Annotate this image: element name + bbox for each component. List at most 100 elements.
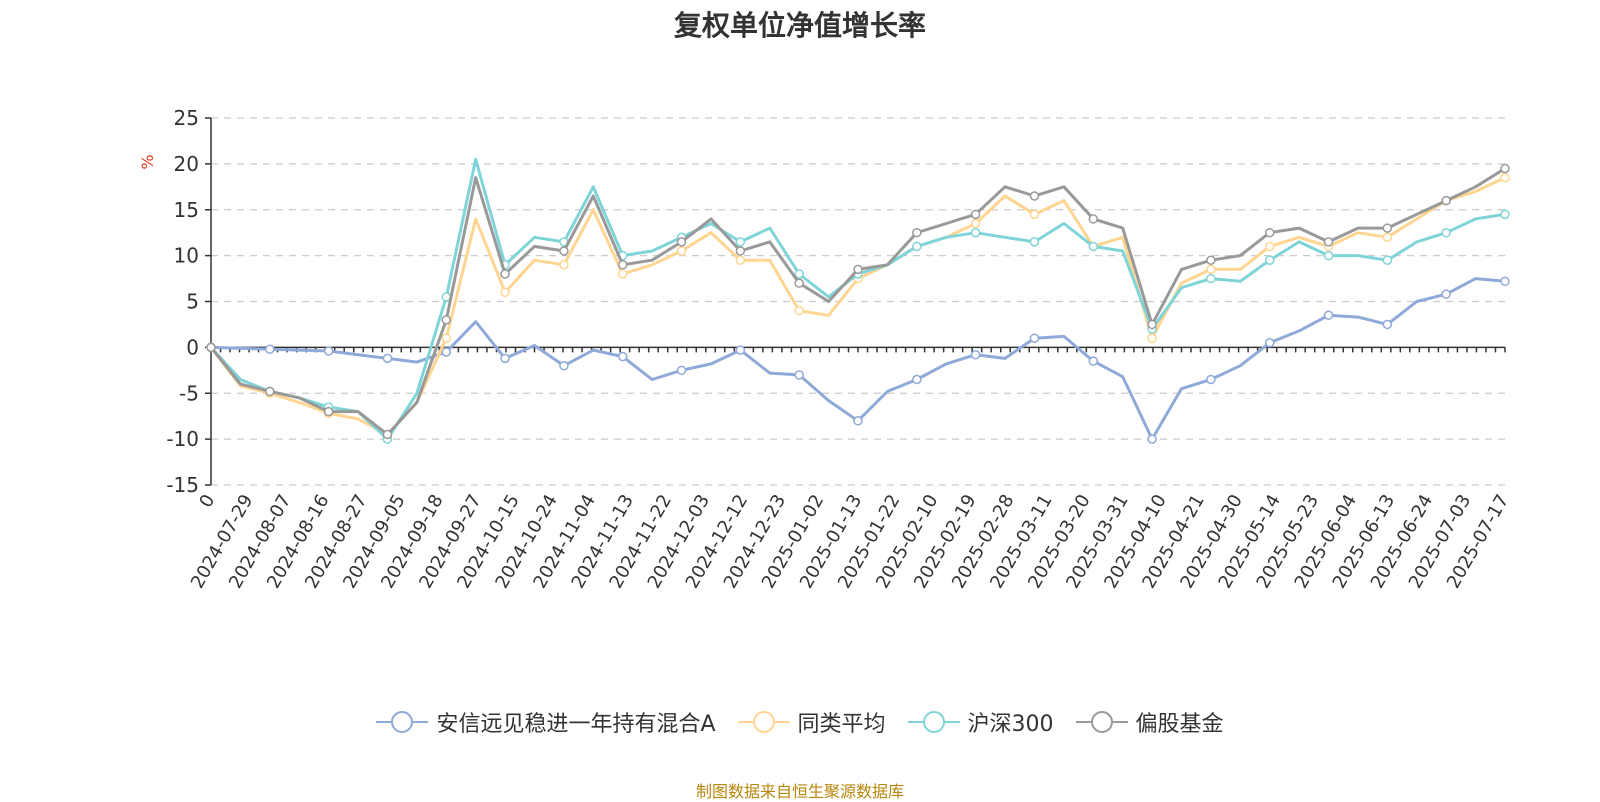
source-note: 制图数据来自恒生聚源数据库	[695, 782, 904, 801]
legend: 安信远见稳进一年持有混合A 同类平均 沪深300 偏股基金	[0, 706, 1600, 738]
series-line-1	[209, 176, 1506, 436]
data-point	[912, 227, 922, 238]
legend-swatch	[737, 711, 790, 733]
y-axis-label: %	[138, 154, 157, 169]
data-point	[735, 345, 746, 355]
data-point	[1382, 223, 1393, 233]
data-point	[559, 360, 569, 371]
series-layer	[206, 157, 1510, 444]
data-point	[1323, 310, 1334, 321]
data-point	[735, 237, 746, 247]
data-point	[441, 347, 452, 357]
data-point	[617, 260, 628, 270]
data-point	[735, 255, 746, 265]
data-point	[1264, 241, 1275, 252]
data-point	[1147, 434, 1157, 444]
data-point	[794, 278, 804, 288]
data-point	[735, 246, 746, 256]
data-point	[676, 246, 687, 256]
data-point	[500, 287, 510, 298]
data-point	[1029, 191, 1040, 201]
grid-layer	[211, 117, 1505, 486]
data-point	[441, 333, 452, 343]
legend-swatch	[1075, 711, 1128, 733]
data-point	[853, 264, 863, 275]
chart-title: 复权单位净值增长率	[673, 9, 926, 42]
data-point	[382, 353, 393, 364]
data-point	[1147, 319, 1157, 330]
data-point	[794, 305, 804, 316]
y-tick-label: 20	[174, 152, 199, 176]
legend-label: 同类平均	[797, 712, 886, 737]
legend-item-3[interactable]: 偏股基金	[1075, 706, 1224, 738]
data-point	[1500, 172, 1510, 183]
data-point	[1500, 209, 1510, 220]
legend-item-0[interactable]: 安信远见稳进一年持有混合A	[376, 706, 716, 738]
legend-label: 沪深300	[967, 712, 1054, 737]
legend-item-1[interactable]: 同类平均	[737, 706, 886, 738]
data-point	[1382, 255, 1393, 265]
legend-label: 安信远见稳进一年持有混合A	[436, 712, 716, 737]
data-point	[970, 227, 981, 238]
data-point	[1206, 374, 1216, 385]
data-point	[323, 406, 334, 417]
series-line-3	[209, 167, 1506, 436]
data-point	[265, 344, 275, 354]
data-point	[1206, 264, 1216, 275]
data-point	[970, 209, 981, 220]
y-tick-label: 5	[186, 290, 199, 314]
data-point	[1441, 195, 1451, 206]
data-point	[1206, 255, 1216, 265]
data-point	[1029, 333, 1040, 343]
series-line-2	[209, 157, 1506, 441]
data-point	[1088, 214, 1099, 224]
data-point	[1147, 333, 1157, 343]
data-point	[500, 353, 510, 364]
data-point	[1323, 250, 1334, 261]
y-tick-label: -10	[166, 427, 199, 451]
legend-swatch	[907, 711, 960, 733]
data-point	[912, 374, 922, 385]
y-tick-label: 10	[174, 244, 199, 268]
data-point	[1382, 232, 1393, 243]
axis-layer: -15-10-5051015202502024-07-292024-08-072…	[166, 106, 1513, 592]
legend-swatch	[376, 711, 429, 733]
data-point	[617, 351, 628, 362]
y-tick-label: 25	[174, 106, 199, 130]
data-point	[441, 315, 452, 325]
data-point	[1441, 289, 1451, 299]
data-point	[970, 218, 981, 229]
data-point	[559, 246, 569, 256]
data-point	[1029, 209, 1040, 220]
data-point	[382, 429, 393, 440]
data-point	[1088, 241, 1099, 252]
data-point	[206, 342, 216, 353]
data-point	[1088, 356, 1099, 366]
data-point	[794, 370, 804, 380]
data-point	[970, 349, 981, 360]
data-point	[1264, 338, 1275, 348]
y-tick-label: -5	[179, 381, 199, 405]
data-point	[853, 416, 863, 426]
data-point	[912, 241, 922, 252]
data-point	[1264, 255, 1275, 265]
data-point	[1206, 273, 1216, 284]
data-point	[794, 269, 804, 279]
data-point	[676, 237, 687, 247]
y-tick-label: -15	[166, 473, 199, 497]
data-point	[265, 386, 275, 397]
legend-label: 偏股基金	[1135, 712, 1224, 737]
data-point	[1382, 319, 1393, 330]
legend-item-2[interactable]: 沪深300	[907, 706, 1054, 738]
y-tick-label: 15	[174, 198, 199, 222]
data-point	[323, 346, 334, 356]
data-point	[1441, 227, 1451, 238]
data-point	[676, 365, 687, 376]
data-point	[1500, 163, 1510, 174]
data-point	[1500, 276, 1510, 287]
x-tick-label: 0	[195, 491, 219, 511]
data-point	[1264, 227, 1275, 238]
data-point	[617, 269, 628, 279]
data-point	[559, 260, 569, 270]
